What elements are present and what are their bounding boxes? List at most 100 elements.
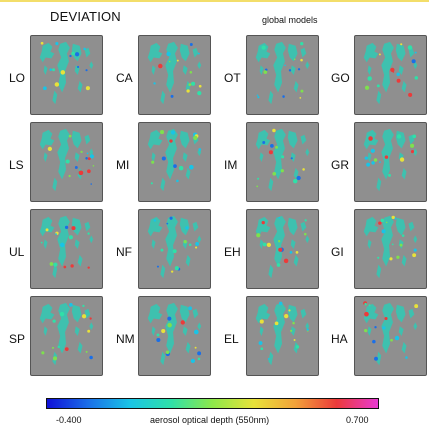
- panel-label-ot: OT: [224, 71, 241, 85]
- land-region: [305, 61, 310, 70]
- data-speckle: [262, 242, 267, 247]
- map-gr: [363, 128, 418, 192]
- data-speckle: [381, 229, 386, 234]
- data-speckle: [368, 304, 371, 307]
- data-speckle: [71, 226, 76, 231]
- data-speckle: [52, 356, 58, 361]
- data-speckle: [70, 264, 74, 268]
- data-speckle: [52, 68, 56, 72]
- data-speckle: [414, 76, 419, 80]
- land-region: [293, 167, 299, 180]
- data-speckle: [194, 346, 197, 349]
- land-region: [89, 148, 94, 157]
- panel-label-ls: LS: [9, 158, 24, 172]
- data-speckle: [396, 134, 402, 139]
- land-region: [376, 351, 382, 366]
- data-speckle: [161, 156, 166, 161]
- panel-label-ha: HA: [331, 332, 348, 346]
- data-speckle: [59, 242, 65, 248]
- data-speckle: [89, 355, 93, 360]
- data-speckle: [278, 301, 283, 306]
- land-region: [273, 128, 286, 180]
- land-region: [74, 239, 80, 249]
- data-speckle: [166, 222, 169, 225]
- map-ot: [255, 41, 310, 105]
- data-speckle: [288, 69, 292, 72]
- data-speckle: [40, 241, 43, 244]
- data-speckle: [374, 356, 378, 361]
- data-speckle: [81, 314, 87, 319]
- data-speckle: [41, 351, 45, 355]
- land-region: [84, 47, 91, 58]
- data-speckle: [54, 82, 60, 87]
- data-speckle: [399, 157, 405, 162]
- data-speckle: [293, 58, 296, 61]
- land-region: [408, 47, 415, 58]
- map-panel-ls: [30, 122, 103, 202]
- data-speckle: [89, 154, 95, 159]
- data-speckle: [413, 248, 417, 252]
- land-region: [151, 239, 156, 249]
- data-speckle: [52, 319, 56, 323]
- data-speckle: [153, 82, 156, 85]
- land-region: [84, 221, 91, 232]
- data-speckle: [289, 251, 293, 254]
- land-region: [287, 304, 298, 323]
- land-region: [185, 254, 191, 267]
- land-region: [287, 217, 298, 236]
- land-region: [89, 61, 94, 70]
- data-speckle: [410, 143, 415, 148]
- land-region: [273, 41, 286, 93]
- data-speckle: [268, 150, 273, 155]
- data-speckle: [153, 219, 157, 222]
- map-panel-nf: [138, 209, 211, 289]
- land-region: [52, 264, 58, 279]
- data-speckle: [274, 321, 279, 326]
- data-speckle: [396, 72, 400, 76]
- data-speckle: [49, 262, 54, 266]
- data-speckle: [85, 350, 88, 353]
- data-speckle: [191, 81, 196, 86]
- data-speckle: [303, 232, 307, 236]
- data-speckle: [60, 70, 66, 75]
- land-region: [74, 152, 80, 162]
- data-speckle: [161, 328, 166, 334]
- data-speckle: [188, 243, 192, 246]
- land-region: [151, 326, 156, 336]
- land-region: [290, 239, 296, 249]
- land-region: [381, 302, 394, 354]
- data-speckle: [364, 302, 367, 306]
- land-region: [401, 341, 407, 354]
- map-nf: [147, 215, 202, 279]
- data-speckle: [82, 304, 85, 308]
- data-speckle: [272, 171, 277, 176]
- data-speckle: [68, 174, 71, 178]
- data-speckle: [400, 43, 403, 46]
- data-speckle: [256, 94, 259, 97]
- land-region: [255, 216, 271, 237]
- land-region: [160, 351, 166, 366]
- data-speckle: [382, 326, 386, 330]
- data-speckle: [380, 218, 385, 223]
- panel-label-nf: NF: [116, 245, 132, 259]
- land-region: [259, 152, 264, 162]
- data-speckle: [293, 178, 298, 184]
- data-speckle: [167, 316, 172, 321]
- data-speckle: [188, 164, 194, 170]
- data-speckle: [68, 235, 73, 240]
- data-speckle: [259, 319, 264, 324]
- map-mi: [147, 128, 202, 192]
- data-speckle: [178, 165, 184, 171]
- data-speckle: [263, 70, 268, 74]
- land-region: [363, 303, 379, 324]
- data-speckle: [373, 158, 378, 162]
- data-speckle: [80, 150, 83, 154]
- data-speckle: [368, 136, 373, 141]
- colorbar-min-label: -0.400: [56, 415, 82, 425]
- data-speckle: [302, 168, 305, 171]
- panel-label-gi: GI: [331, 245, 344, 259]
- map-ls: [39, 128, 95, 192]
- panel-label-eh: EH: [224, 245, 241, 259]
- data-speckle: [197, 52, 200, 55]
- data-speckle: [364, 311, 369, 317]
